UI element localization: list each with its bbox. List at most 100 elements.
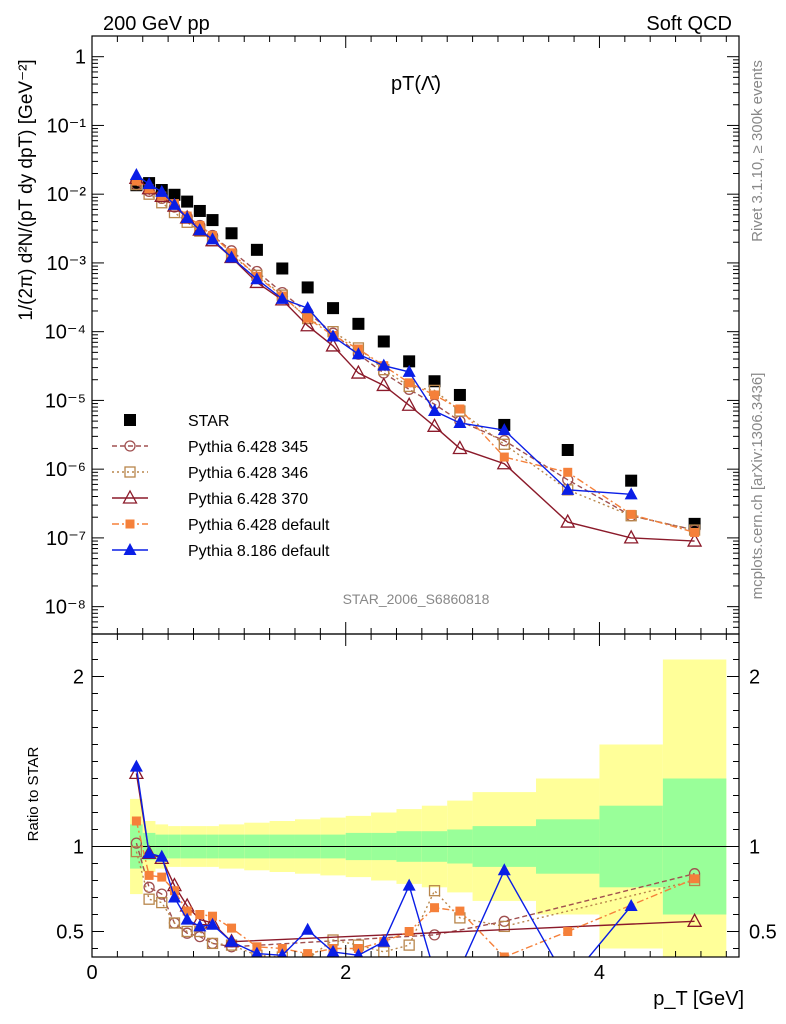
ratio-y-tick-label-right: 2 <box>749 667 760 689</box>
pythia-6-428-default-ratio-point <box>195 910 205 919</box>
upper-y-tick-label: 10⁻⁶ <box>45 459 86 481</box>
legend-label-pythia-6-428-default: Pythia 6.428 default <box>188 517 330 534</box>
pythia-6-428-default-ratio-point <box>404 927 414 936</box>
pythia-6-428-default-point <box>626 509 636 519</box>
pythia-8-186-default-ratio-point <box>277 948 288 957</box>
pythia-6-428-346-ratio-point <box>428 885 441 897</box>
pythia-6-428-default-ratio-point <box>303 949 313 957</box>
upper-y-tick-label: 10⁻² <box>47 184 87 206</box>
pythia-8-186-default-ratio-point <box>353 948 364 957</box>
pythia-8-186-default-point <box>275 291 289 304</box>
pythia-8-186-default-point <box>250 272 264 285</box>
legend-marker-pythia-6-428-346 <box>124 466 136 478</box>
pythia-6-428-default-ratio-point <box>455 906 465 916</box>
pythia-8-186-default-ratio-point <box>561 976 574 988</box>
pythia-8-186-default-point <box>377 358 391 371</box>
star-point <box>250 243 263 256</box>
header-left-label: 200 GeV pp <box>103 13 210 35</box>
pythia-6-428-345-ratio-point <box>428 929 441 941</box>
star-point <box>352 317 365 330</box>
pythia-8-186-default-ratio-point <box>225 934 239 947</box>
pythia-6-428-346-ratio-point <box>403 939 415 951</box>
ratio-uncertainty-bands <box>92 659 739 957</box>
upper-y-tick-label: 10⁻⁴ <box>45 322 86 344</box>
legend-marker-pythia-6-428-345 <box>124 440 136 452</box>
pythia-8-186-default-point <box>326 329 340 342</box>
pythia-6-428-346-point <box>302 312 314 325</box>
pythia-8-186-default-point <box>193 223 207 236</box>
pythia-8-186-default-point <box>402 364 416 377</box>
pythia-6-428-default-ratio-point <box>690 874 700 884</box>
legend-marker-pythia-6-428-370 <box>122 489 138 504</box>
pythia-6-428-346-ratio-point <box>181 925 193 938</box>
axes-layer: 10⁻⁸ 10⁻⁷ 10⁻⁶ 10⁻⁵ 10⁻⁴ 10⁻³ 10⁻² 10⁻¹ 1 0 2 4 0.5 0… <box>45 35 777 984</box>
legend-marker-pythia-6-428-default <box>125 519 135 529</box>
pythia-6-428-370-ratio-point <box>687 912 703 927</box>
ratio-y-tick-label-left: 2 <box>73 667 84 689</box>
pythia-6-428-370-line <box>135 177 695 542</box>
upper-y-tick-label: 1 <box>75 47 86 69</box>
pythia-6-428-345-ratio-point <box>130 837 143 849</box>
star-point <box>206 214 219 227</box>
legend-label-pythia-6-428-370: Pythia 6.428 370 <box>188 491 308 508</box>
pythia-6-428-default-ratio-point <box>499 952 509 957</box>
pythia-8-186-default-point <box>351 347 365 360</box>
pythia-8-186-default-point <box>301 301 315 314</box>
legend-label-pythia-6-428-346: Pythia 6.428 346 <box>188 465 308 482</box>
star-point <box>561 443 574 456</box>
pythia-6-428-346-point <box>498 438 510 450</box>
pythia-8-186-default-ratio-point <box>206 917 220 930</box>
upper-y-tick-label: 10⁻⁵ <box>45 390 86 412</box>
pythia-6-428-370-point <box>560 513 576 528</box>
legend-label-pythia-6-428-345: Pythia 6.428 345 <box>188 439 308 456</box>
pythia-8-186-default-ratio-point <box>624 899 638 911</box>
pythia-8-186-default-ratio-point <box>155 849 169 862</box>
pythia-8-186-default-point <box>497 423 511 436</box>
pythia-8-186-default-point <box>428 404 442 417</box>
ratio-y-tick-label-left: 1 <box>73 837 84 859</box>
pythia-6-428-default-ratio-point <box>563 927 573 936</box>
pythia-8-186-default-ratio-point <box>251 946 263 957</box>
pythia-6-428-default-point <box>563 467 573 477</box>
pythia-8-186-default-ratio-point <box>193 919 207 932</box>
star-point <box>276 262 289 275</box>
legend: STAR Pythia 6.428 345 Pythia 6.428 346 Pyth… <box>112 413 330 560</box>
pythia-8-186-default-ratio-point <box>453 962 466 974</box>
star-point <box>625 474 638 487</box>
pythia-6-428-346-ratio-point <box>378 946 390 957</box>
x-tick-label: 2 <box>340 962 351 984</box>
header-right-label: Soft QCD <box>646 13 732 35</box>
pythia-8-186-default-ratio-point <box>301 922 315 935</box>
ratio-y-tick-label-left: 0.5 <box>56 922 84 944</box>
pythia-8-186-default-point <box>155 184 169 197</box>
star-point <box>225 227 238 240</box>
pythia-6-428-default-point <box>303 313 313 323</box>
ratio-y-axis-label: Ratio to STAR <box>25 746 42 841</box>
upper-y-tick-label: 10⁻³ <box>47 253 87 275</box>
star-point <box>327 302 340 315</box>
legend-label-star: STAR <box>188 413 229 430</box>
pythia-8-186-default-ratio-point <box>497 863 511 876</box>
pythia-6-428-default-point <box>455 404 465 414</box>
rivet-version-label: Rivet 3.1.10, ≥ 300k events <box>749 60 766 242</box>
pythia-8-186-default-ratio-point <box>326 944 340 957</box>
x-tick-label: 4 <box>594 962 605 984</box>
pythia-6-428-345-ratio-point <box>156 888 168 900</box>
pythia-8-186-default-ratio-point <box>428 965 441 977</box>
pythia-6-428-370-point <box>687 532 703 547</box>
pythia-6-428-370-point <box>401 396 417 411</box>
pythia-8-186-default-point <box>129 168 143 181</box>
pythia-8-186-default-point <box>624 487 638 500</box>
pythia-6-428-370-point <box>426 417 443 432</box>
star-point <box>403 355 416 368</box>
x-axis-label: p_T [GeV] <box>653 988 744 1010</box>
pythia-6-428-default-ratio-point <box>131 816 141 826</box>
pythia-6-428-346-ratio-point <box>143 893 155 905</box>
pythia-6-428-default-ratio-point <box>182 906 192 916</box>
pythia-8-186-default-point <box>561 482 575 495</box>
pythia-6-428-default-ratio-point <box>144 870 154 880</box>
pythia-6-428-370-point <box>325 337 341 352</box>
pythia-6-428-370-point <box>496 455 512 470</box>
star-point <box>377 335 390 348</box>
pythia-6-428-default-point <box>690 527 700 537</box>
